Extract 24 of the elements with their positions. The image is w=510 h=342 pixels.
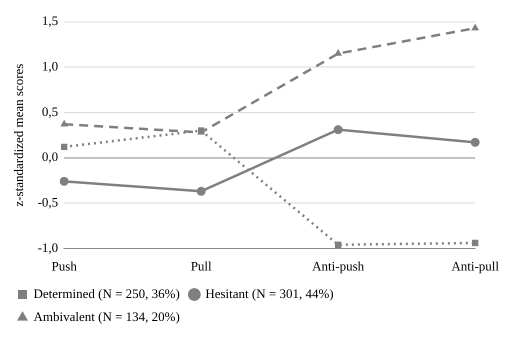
point	[334, 125, 343, 134]
x-tick-label: Anti-pull	[451, 258, 500, 274]
point	[334, 242, 342, 248]
y-tick-label: 0,5	[42, 104, 58, 119]
y-axis-title: z-standardized mean scores	[11, 64, 26, 207]
point	[60, 120, 68, 126]
point	[60, 176, 69, 186]
x-tick-label: Pull	[190, 258, 212, 274]
point	[196, 186, 206, 196]
y-tick-label: -0,5	[38, 194, 58, 210]
point	[470, 138, 480, 147]
y-tick-label: 0,0	[42, 149, 58, 164]
x-tick-label: Push	[52, 258, 78, 274]
y-tick-label: 1,5	[42, 13, 58, 28]
legend-label: Hesitant (N = 301, 44%)	[205, 286, 334, 301]
y-tick-label: -1,0	[38, 240, 58, 255]
y-tick-label: 1,0	[42, 58, 58, 74]
point	[472, 240, 478, 246]
point	[60, 144, 68, 150]
point	[334, 49, 342, 56]
x-tick-label: Anti-push	[312, 258, 365, 274]
legend-label: Ambivalent (N = 134, 20%)	[34, 308, 180, 324]
legend-label: Determined (N = 250, 36%)	[34, 286, 180, 301]
point	[471, 24, 480, 30]
